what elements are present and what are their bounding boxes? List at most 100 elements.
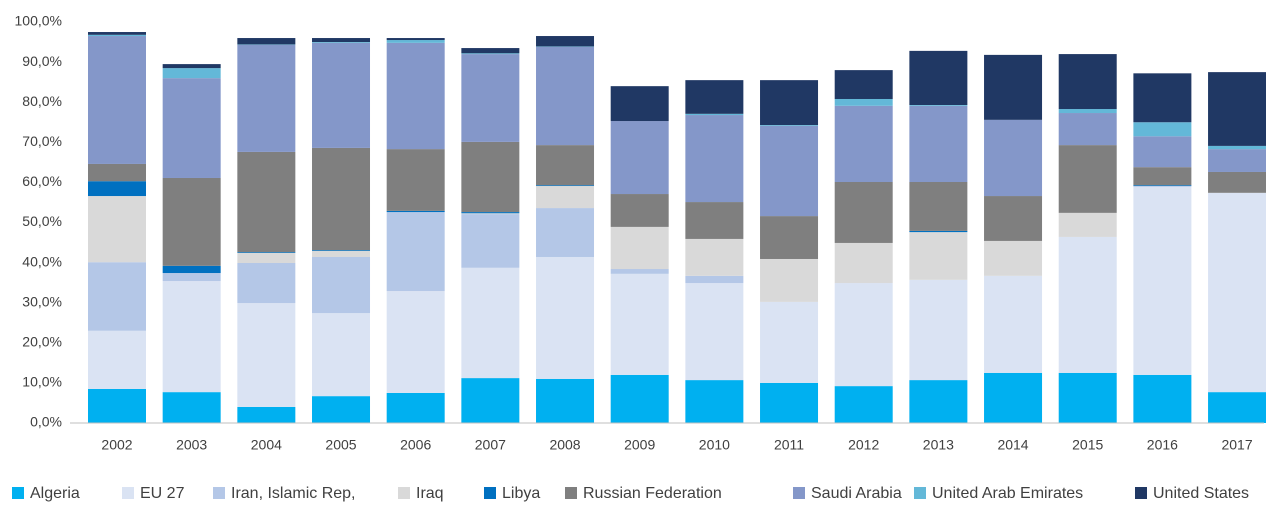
bar-segment xyxy=(312,250,371,251)
bar-segment xyxy=(386,291,445,393)
x-tick-label: 2002 xyxy=(101,437,132,453)
bar-segment xyxy=(1133,167,1192,186)
bar-segment xyxy=(237,303,296,407)
x-tick-label: 2015 xyxy=(1072,437,1103,453)
bar-segment xyxy=(461,213,520,215)
y-tick-label: 60,0% xyxy=(22,173,62,189)
bar-segment xyxy=(1133,185,1192,187)
bar-segment xyxy=(610,86,669,122)
bar-segment xyxy=(1133,122,1192,137)
bar-segment xyxy=(984,240,1043,276)
x-tick-label: 2006 xyxy=(400,437,431,453)
legend-label: Saudi Arabia xyxy=(811,485,902,502)
bar-segment xyxy=(461,53,520,55)
y-tick-label: 90,0% xyxy=(22,53,62,69)
bar-segment xyxy=(1058,212,1117,237)
bar-segment xyxy=(88,34,146,37)
bar-segment xyxy=(909,105,968,106)
x-tick-label: 2012 xyxy=(848,437,879,453)
bar-segment xyxy=(461,48,520,54)
bar-segment xyxy=(386,38,445,41)
bar-segment xyxy=(88,181,146,197)
y-tick-label: 70,0% xyxy=(22,133,62,149)
bar-segment xyxy=(760,258,819,302)
bar-segment xyxy=(88,32,146,35)
x-tick-label: 2010 xyxy=(699,437,730,453)
bar-segment xyxy=(909,279,968,381)
bar-segment xyxy=(312,38,371,43)
bar-segment xyxy=(685,113,744,116)
bar-segment xyxy=(461,378,520,423)
bar-segment xyxy=(610,273,669,375)
bar-segment xyxy=(461,267,520,379)
bar-segment xyxy=(461,141,520,213)
x-tick-label: 2011 xyxy=(774,437,804,453)
bar-segment xyxy=(610,121,669,195)
bar-segment xyxy=(834,105,893,182)
bar-segment xyxy=(1058,236,1117,373)
bar-segment xyxy=(1208,72,1266,146)
bar-segment xyxy=(610,226,669,270)
bar-segment xyxy=(312,42,371,43)
bar-segment xyxy=(162,78,221,178)
legend-swatch xyxy=(122,487,134,499)
bar-segment xyxy=(1058,145,1117,213)
legend-label: Algeria xyxy=(30,485,80,502)
bar-segment xyxy=(984,196,1043,241)
bar-segment xyxy=(312,256,371,314)
bar-segment xyxy=(685,80,744,114)
bar-segment xyxy=(760,382,819,423)
legend-swatch xyxy=(12,487,24,499)
x-tick-label: 2005 xyxy=(325,437,356,453)
bar-segment xyxy=(834,98,893,106)
legend-swatch xyxy=(213,487,225,499)
legend-swatch xyxy=(793,487,805,499)
bar-segment xyxy=(984,54,1043,120)
legend-label: Iran, Islamic Rep, xyxy=(231,485,355,502)
bar-segment xyxy=(1133,136,1192,168)
bar-segment xyxy=(760,80,819,126)
legend-label: United Arab Emirates xyxy=(932,485,1083,502)
bar-segment xyxy=(312,250,371,257)
bar-segment xyxy=(834,386,893,423)
bar-segment xyxy=(88,36,146,164)
bar-segment xyxy=(1208,192,1266,393)
legend-swatch xyxy=(1135,487,1147,499)
bar-segment xyxy=(237,252,296,264)
bar-segment xyxy=(386,42,445,150)
x-tick-label: 2007 xyxy=(475,437,506,453)
bar-segment xyxy=(834,181,893,243)
bar-segment xyxy=(834,283,893,387)
bar-segment xyxy=(909,181,968,231)
bar-segment xyxy=(1208,171,1266,193)
bar-segment xyxy=(834,70,893,99)
x-tick-label: 2014 xyxy=(997,437,1028,453)
legend-label: Russian Federation xyxy=(583,485,722,502)
bar-segment xyxy=(237,38,296,45)
bar-segment xyxy=(162,273,221,282)
bar-segment xyxy=(536,185,595,187)
bar-segment xyxy=(88,163,146,182)
legend-label: Iraq xyxy=(416,485,444,502)
bar-segment xyxy=(909,232,968,280)
bar-segment xyxy=(162,177,221,266)
legend-label: United States xyxy=(1153,485,1249,502)
bar-segment xyxy=(1208,145,1266,150)
bar-segment xyxy=(88,388,146,423)
bar-segment xyxy=(760,301,819,383)
bar-segment xyxy=(909,105,968,182)
bar-segment xyxy=(984,372,1043,423)
bar-segment xyxy=(536,186,595,209)
legend-label: EU 27 xyxy=(140,485,185,502)
bar-segment xyxy=(1208,392,1266,423)
bar-segment xyxy=(1133,186,1192,375)
bar-segment xyxy=(237,263,296,304)
bar-segment xyxy=(237,151,296,253)
bar-segment xyxy=(461,214,520,268)
bar-segment xyxy=(610,269,669,274)
bar-segment xyxy=(386,212,445,292)
x-tick-label: 2004 xyxy=(251,437,282,453)
bar-segment xyxy=(312,313,371,397)
bar-segment xyxy=(536,256,595,379)
